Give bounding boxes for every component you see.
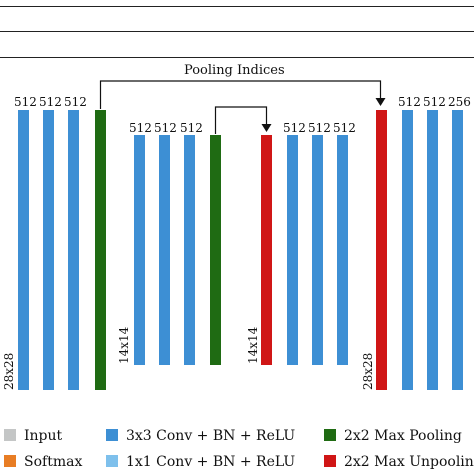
- channel-label: 512: [283, 121, 306, 135]
- arrow-head-icon: [375, 98, 386, 106]
- legend-label: Input: [24, 428, 63, 444]
- arrow-head-icon: [261, 124, 272, 132]
- channel-label: 512: [14, 95, 37, 109]
- size-label: 14x14: [117, 326, 131, 364]
- legend-item-conv1: 1x1 Conv + BN + ReLU: [106, 455, 295, 469]
- top-rule-1: [0, 6, 474, 7]
- top-rule-2: [0, 31, 474, 32]
- conv3-swatch: [106, 429, 118, 441]
- size-label: 14x14: [246, 326, 260, 364]
- pooling-indices-connector: [99, 80, 382, 109]
- conv3-block: [402, 110, 413, 390]
- conv3-block: [337, 135, 348, 365]
- legend-item-maxpool: 2x2 Max Pooling: [324, 429, 462, 443]
- legend-item-unpool: 2x2 Max Unpooling: [324, 455, 474, 469]
- unpool-swatch: [324, 455, 336, 467]
- maxpool-swatch: [324, 429, 336, 441]
- channel-label: 512: [39, 95, 62, 109]
- channel-label: 512: [154, 121, 177, 135]
- input-swatch: [4, 429, 16, 441]
- conv3-block: [452, 110, 463, 390]
- channel-label: 512: [64, 95, 87, 109]
- channel-label: 512: [308, 121, 331, 135]
- channel-label: 512: [129, 121, 152, 135]
- legend-label: Softmax: [24, 454, 83, 470]
- softmax-swatch: [4, 455, 16, 467]
- unpool-block: [376, 110, 387, 390]
- conv3-block: [134, 135, 145, 365]
- size-label: 28x28: [2, 352, 16, 390]
- channel-label: 512: [398, 95, 421, 109]
- maxpool-block: [210, 135, 221, 365]
- channel-label: 512: [180, 121, 203, 135]
- legend-label: 2x2 Max Pooling: [344, 428, 462, 444]
- pooling-indices-connector: [214, 106, 268, 134]
- conv1-swatch: [106, 455, 118, 467]
- conv3-block: [159, 135, 170, 365]
- legend-label: 1x1 Conv + BN + ReLU: [126, 454, 296, 470]
- conv3-block: [287, 135, 298, 365]
- legend-item-softmax: Softmax: [4, 455, 82, 469]
- conv3-block: [312, 135, 323, 365]
- pooling-indices-label: Pooling Indices: [184, 63, 285, 78]
- conv3-block: [427, 110, 438, 390]
- conv3-block: [184, 135, 195, 365]
- unpool-block: [261, 135, 272, 365]
- maxpool-block: [95, 110, 106, 390]
- channel-label: 256: [448, 95, 471, 109]
- top-rule-3: [0, 57, 474, 58]
- conv3-block: [18, 110, 29, 390]
- size-label: 28x28: [361, 352, 375, 390]
- channel-label: 512: [423, 95, 446, 109]
- legend-item-input: Input: [4, 429, 62, 443]
- conv3-block: [43, 110, 54, 390]
- legend-label: 3x3 Conv + BN + ReLU: [126, 428, 296, 444]
- conv3-block: [68, 110, 79, 390]
- legend-label: 2x2 Max Unpooling: [344, 454, 474, 470]
- channel-label: 512: [333, 121, 356, 135]
- legend-item-conv3: 3x3 Conv + BN + ReLU: [106, 429, 295, 443]
